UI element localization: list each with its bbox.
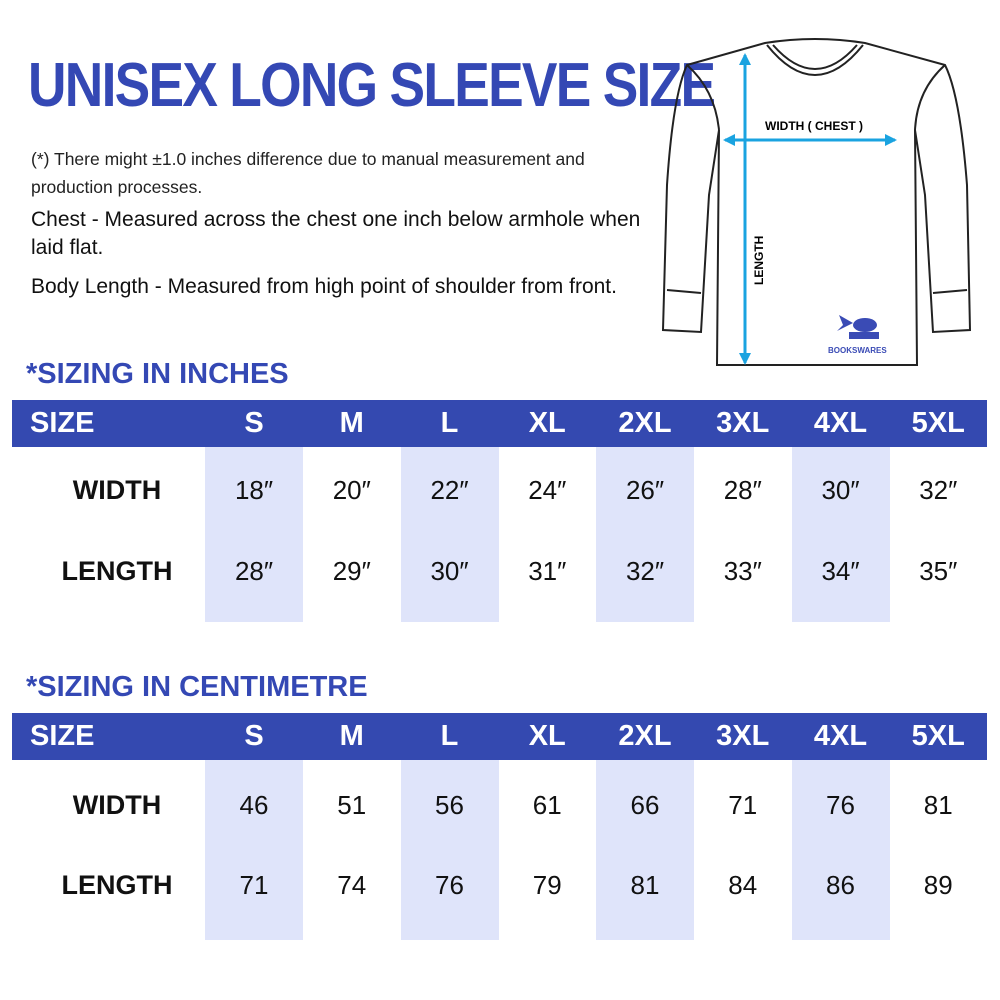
column-shade — [205, 447, 303, 622]
size-header-3xl: 3XL — [716, 407, 770, 439]
table-cell: 74 — [337, 870, 367, 900]
size-header-2xl: 2XL — [618, 720, 672, 752]
size-header-5xl: 5XL — [911, 407, 965, 439]
size-header-s: S — [244, 407, 264, 439]
size-header-4xl: 4XL — [813, 720, 868, 752]
size-header: SIZE — [30, 407, 95, 439]
table-cell: 26″ — [625, 475, 665, 505]
whale-logo-icon — [837, 315, 879, 339]
table-cell: 29″ — [332, 556, 371, 586]
table-header — [12, 400, 987, 447]
column-shade — [596, 760, 694, 940]
cm-section-title: *SIZING IN CENTIMETRE — [26, 671, 368, 703]
row-label-width: WIDTH — [72, 790, 162, 820]
table-cell: 89 — [923, 870, 953, 900]
size-header-xl: XL — [528, 407, 566, 439]
table-cell: 32″ — [919, 475, 958, 505]
table-cell: 66 — [630, 790, 660, 820]
length-label: LENGTH — [752, 236, 766, 285]
table-cell: 31″ — [528, 556, 567, 586]
length-description: Body Length - Measured from high point o… — [31, 275, 617, 298]
table-header — [12, 713, 987, 760]
table-cell: 84 — [728, 870, 758, 900]
column-shade — [791, 447, 890, 622]
cm-size-table: SIZE S M L XL 2XL 3XL 4XL 5XL WIDTH 46 51 56 61 66 71 76… — [12, 713, 987, 943]
table-cell: 51 — [337, 790, 367, 820]
brand-logo-text: BOOKSWARES — [828, 346, 887, 355]
size-header-s: S — [244, 720, 264, 752]
table-cell: 24″ — [528, 475, 567, 505]
table-cell: 76 — [435, 870, 464, 900]
column-shade — [400, 760, 499, 940]
inches-size-table: SIZE S M L XL 2XL 3XL 4XL 5XL WIDTH 18″ 20″ 22″ 24″ 26… — [12, 400, 987, 625]
table-cell: 86 — [826, 870, 855, 900]
size-header-m: M — [339, 720, 364, 752]
table-cell: 81 — [630, 870, 660, 900]
column-shade — [596, 447, 694, 622]
table-cell: 76 — [826, 790, 855, 820]
table-cell: 32″ — [625, 556, 665, 586]
row-label-width: WIDTH — [72, 475, 162, 505]
size-header-2xl: 2XL — [618, 407, 672, 439]
row-label-length: LENGTH — [61, 556, 173, 586]
table-cell: 81 — [923, 790, 953, 820]
size-header-3xl: 3XL — [716, 720, 770, 752]
table-cell: 28″ — [234, 556, 274, 586]
column-shade — [400, 447, 499, 622]
size-header-4xl: 4XL — [813, 407, 868, 439]
table-cell: 28″ — [723, 475, 762, 505]
table-cell: 56 — [435, 790, 464, 820]
column-shade — [791, 760, 890, 940]
table-cell: 20″ — [332, 475, 371, 505]
table-cell: 22″ — [430, 475, 469, 505]
shirt-diagram: WIDTH ( CHEST ) LENGTH BOOKSWARES — [661, 38, 972, 366]
inches-section-title: *SIZING IN INCHES — [26, 358, 289, 390]
table-cell: 35″ — [919, 556, 958, 586]
row-label-length: LENGTH — [61, 870, 173, 900]
width-chest-label: WIDTH ( CHEST ) — [765, 119, 863, 133]
column-shade — [205, 760, 303, 940]
measurement-note: (*) There might ±1.0 inches difference d… — [31, 149, 585, 197]
table-cell: 30″ — [821, 475, 860, 505]
table-cell: 61 — [532, 790, 562, 820]
size-header: SIZE — [30, 720, 95, 752]
table-cell: 34″ — [821, 556, 860, 586]
size-header-l: L — [440, 407, 459, 439]
table-cell: 30″ — [430, 556, 469, 586]
table-cell: 71 — [728, 790, 758, 820]
table-cell: 18″ — [234, 475, 274, 505]
chest-description: Chest - Measured across the chest one in… — [31, 208, 641, 259]
page-title: UNISEX LONG SLEEVE SIZE — [28, 51, 716, 120]
size-header-m: M — [339, 407, 364, 439]
table-cell: 33″ — [723, 556, 762, 586]
table-cell: 79 — [532, 870, 562, 900]
size-header-l: L — [440, 720, 459, 752]
size-header-5xl: 5XL — [911, 720, 965, 752]
size-header-xl: XL — [528, 720, 566, 752]
table-cell: 46 — [239, 790, 269, 820]
table-cell: 71 — [239, 870, 269, 900]
